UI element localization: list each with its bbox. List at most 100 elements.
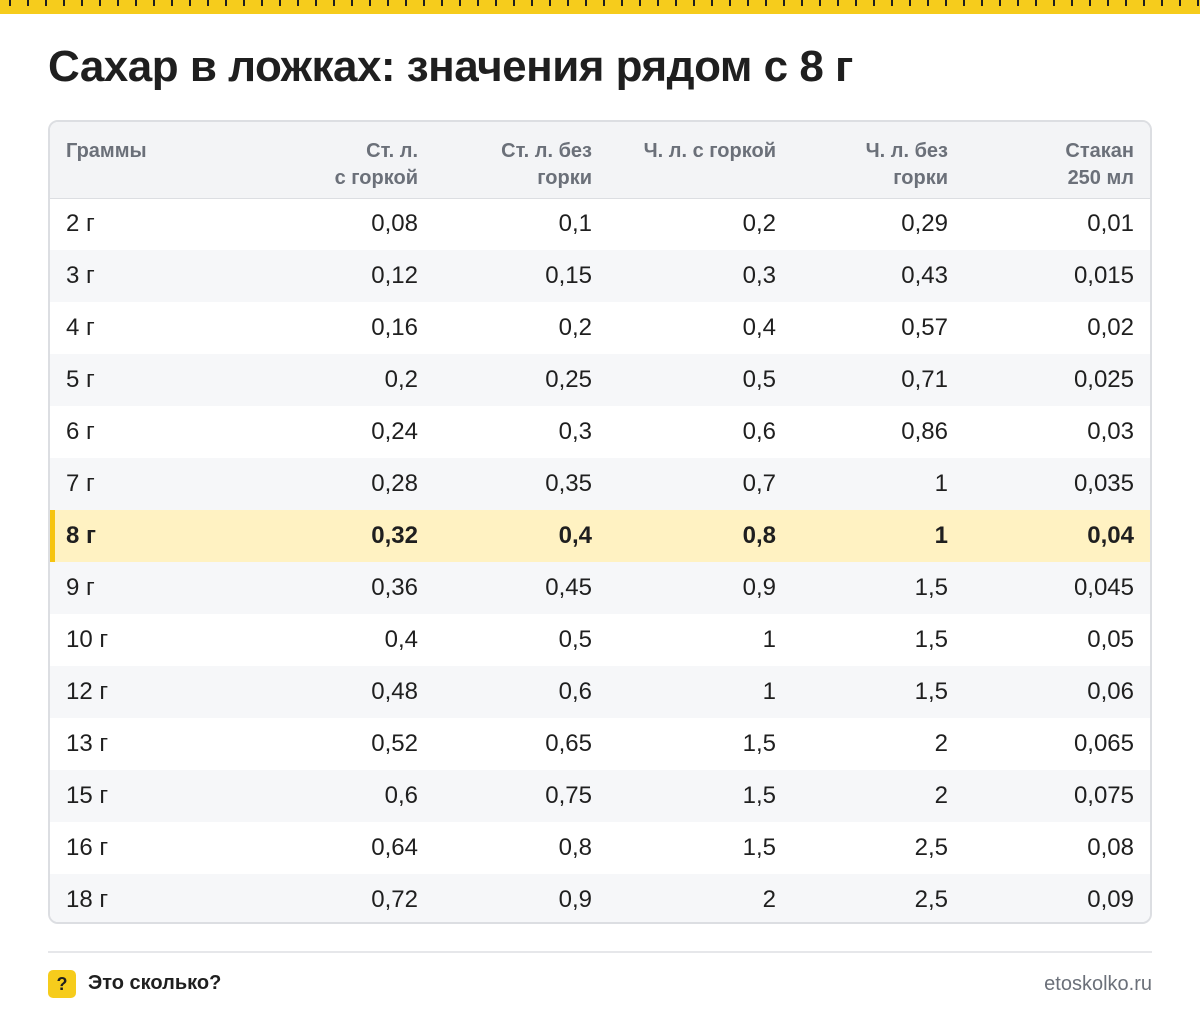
value-cell: 0,9 <box>558 886 592 913</box>
column-header-line: горки <box>893 167 948 189</box>
value-cell: 0,16 <box>371 314 418 341</box>
value-cell: 0,01 <box>1087 210 1134 238</box>
column-header-line: Ст. л. <box>366 140 418 162</box>
table-row: 8 г 0,32 0,4 0,8 1 0,04 <box>50 510 1150 562</box>
table-row: 5 г 0,2 0,25 0,5 0,71 0,025 <box>50 354 1150 406</box>
value-cell: 0,09 <box>1087 886 1134 913</box>
table-row: 18 г 0,72 0,9 2 2,5 0,09 <box>50 874 1150 922</box>
ruler-decoration <box>0 0 1200 14</box>
page-title: Сахар в ложках: значения рядом с 8 г <box>48 42 853 91</box>
column-header-line: с горкой <box>334 167 418 189</box>
column-header-line: горки <box>537 167 592 189</box>
value-cell: 0,45 <box>545 574 592 601</box>
value-cell: 0,8 <box>742 522 776 549</box>
value-cell: 0,8 <box>558 834 592 861</box>
value-cell: 0,4 <box>742 314 776 341</box>
column-header-5: Стакан 250 мл <box>964 122 1150 198</box>
table-row: 10 г 0,4 0,5 1 1,5 0,05 <box>50 614 1150 666</box>
value-cell: 1,5 <box>742 782 776 809</box>
value-cell: 1,5 <box>914 678 948 705</box>
table-row: 15 г 0,6 0,75 1,5 2 0,075 <box>50 770 1150 822</box>
table-row: 6 г 0,24 0,3 0,6 0,86 0,03 <box>50 406 1150 458</box>
value-cell: 1 <box>934 522 948 549</box>
value-cell: 0,04 <box>1087 522 1134 549</box>
value-cell: 0,6 <box>558 678 592 705</box>
value-cell: 0,03 <box>1087 418 1134 445</box>
value-cell: 0,4 <box>384 626 418 653</box>
value-cell: 2 <box>762 886 776 913</box>
column-header-line: Ст. л. без <box>501 140 592 162</box>
value-cell: 2,5 <box>914 834 948 861</box>
value-cell: 0,35 <box>545 470 592 497</box>
table-row: 3 г 0,12 0,15 0,3 0,43 0,015 <box>50 250 1150 302</box>
value-cell: 1 <box>762 678 776 705</box>
grams-cell: 10 г <box>66 626 109 653</box>
value-cell: 0,2 <box>384 366 418 393</box>
column-header-line: Стакан <box>1065 140 1134 162</box>
value-cell: 1 <box>934 470 948 497</box>
table-row: 16 г 0,64 0,8 1,5 2,5 0,08 <box>50 822 1150 874</box>
value-cell: 1,5 <box>742 730 776 757</box>
brand-name: Это сколько? <box>88 972 222 994</box>
footer-divider <box>48 951 1152 953</box>
value-cell: 2 <box>934 730 948 757</box>
grams-cell: 16 г <box>66 834 109 861</box>
value-cell: 0,15 <box>545 262 592 289</box>
table-row: 2 г 0,08 0,1 0,2 0,29 0,01 <box>50 198 1150 250</box>
value-cell: 0,24 <box>371 418 418 445</box>
value-cell: 0,2 <box>742 210 776 238</box>
value-cell: 0,25 <box>545 366 592 393</box>
table-row: 7 г 0,28 0,35 0,7 1 0,035 <box>50 458 1150 510</box>
grams-cell: 6 г <box>66 418 95 445</box>
grams-cell: 4 г <box>66 314 95 341</box>
value-cell: 0,36 <box>371 574 418 601</box>
conversion-table-card: Граммы Ст. л. с горкой Ст. л. без горки Ч. л.… <box>48 120 1152 924</box>
site-url[interactable]: etoskolko.ru <box>1044 973 1152 995</box>
value-cell: 0,32 <box>371 522 418 549</box>
value-cell: 0,5 <box>742 366 776 393</box>
column-header-0: Граммы <box>50 122 270 198</box>
brand-question-icon: ? <box>48 970 76 998</box>
value-cell: 0,3 <box>558 418 592 445</box>
table-row: 4 г 0,16 0,2 0,4 0,57 0,02 <box>50 302 1150 354</box>
value-cell: 0,28 <box>371 470 418 497</box>
value-cell: 0,7 <box>742 470 776 497</box>
value-cell: 0,065 <box>1073 730 1134 757</box>
table-row: 13 г 0,52 0,65 1,5 2 0,065 <box>50 718 1150 770</box>
grams-cell: 9 г <box>66 574 95 601</box>
column-header-line: 250 мл <box>1067 167 1134 189</box>
column-header-1: Ст. л. с горкой <box>270 122 434 198</box>
grams-cell: 5 г <box>66 366 95 393</box>
value-cell: 1,5 <box>914 574 948 601</box>
value-cell: 0,06 <box>1087 678 1134 705</box>
value-cell: 0,12 <box>371 262 418 289</box>
value-cell: 0,05 <box>1087 626 1134 653</box>
value-cell: 0,2 <box>558 314 592 341</box>
value-cell: 1,5 <box>742 834 776 861</box>
grams-cell: 18 г <box>66 886 109 913</box>
value-cell: 0,71 <box>901 366 948 393</box>
value-cell: 0,045 <box>1073 574 1134 601</box>
value-cell: 0,4 <box>558 522 592 549</box>
column-header-3: Ч. л. с горкой <box>608 122 792 198</box>
grams-cell: 3 г <box>66 262 95 289</box>
table-body: 2 г 0,08 0,1 0,2 0,29 0,01 3 г 0,12 0,15 0,3 0,43 0… <box>50 198 1150 922</box>
grams-cell: 12 г <box>66 678 109 705</box>
table-row: 9 г 0,36 0,45 0,9 1,5 0,045 <box>50 562 1150 614</box>
grams-cell: 13 г <box>66 730 109 757</box>
value-cell: 0,035 <box>1073 470 1134 497</box>
value-cell: 2 <box>934 782 948 809</box>
grams-cell: 2 г <box>66 210 95 238</box>
column-header-2: Ст. л. без горки <box>434 122 608 198</box>
value-cell: 0,72 <box>371 886 418 913</box>
value-cell: 0,5 <box>558 626 592 653</box>
value-cell: 0,52 <box>371 730 418 757</box>
value-cell: 0,08 <box>1087 834 1134 861</box>
grams-cell: 8 г <box>50 510 270 562</box>
value-cell: 0,025 <box>1073 366 1134 393</box>
column-header-line: Ч. л. без <box>865 140 948 162</box>
value-cell: 0,43 <box>901 262 948 289</box>
value-cell: 0,64 <box>371 834 418 861</box>
column-header-line: Граммы <box>66 140 147 162</box>
value-cell: 0,075 <box>1073 782 1134 809</box>
